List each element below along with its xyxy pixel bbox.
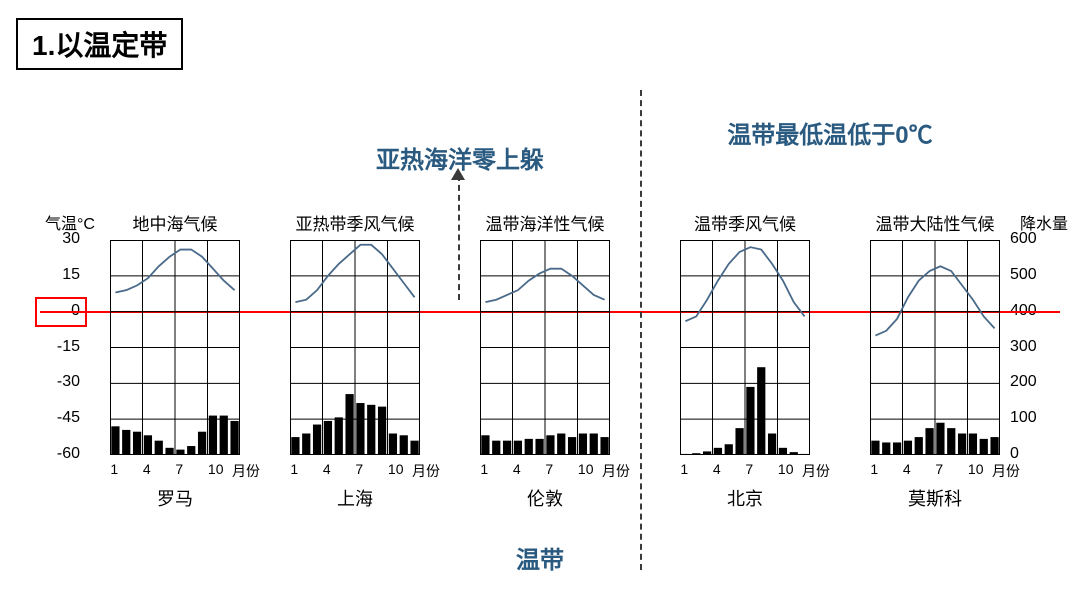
month-tick: 4 xyxy=(513,461,521,477)
month-tick: 4 xyxy=(143,461,151,477)
chart-city: 北京 xyxy=(680,485,810,511)
month-tick: 7 xyxy=(175,461,183,477)
month-tick: 4 xyxy=(323,461,331,477)
climate-chart xyxy=(480,240,610,455)
month-tick: 10 xyxy=(778,461,794,477)
month-tick: 10 xyxy=(968,461,984,477)
right-tick: 500 xyxy=(1010,266,1060,284)
month-tick: 1 xyxy=(870,461,878,477)
climate-chart xyxy=(110,240,240,455)
month-tick: 10 xyxy=(208,461,224,477)
left-tick: -45 xyxy=(30,409,80,427)
climate-chart xyxy=(870,240,1000,455)
arrow-center xyxy=(458,175,460,300)
chart-title: 温带海洋性气候 xyxy=(465,210,625,235)
chart-title: 温带季风气候 xyxy=(665,210,825,235)
chart-city: 伦敦 xyxy=(480,485,610,511)
divider-vertical xyxy=(640,90,642,570)
month-tick: 10 xyxy=(388,461,404,477)
month-axis-label: 月份 xyxy=(232,461,260,481)
month-tick: 1 xyxy=(110,461,118,477)
month-tick: 10 xyxy=(578,461,594,477)
climate-chart xyxy=(680,240,810,455)
month-tick: 4 xyxy=(713,461,721,477)
page-title: 1.以温定带 xyxy=(16,18,183,70)
month-tick: 7 xyxy=(355,461,363,477)
chart-city: 莫斯科 xyxy=(870,485,1000,511)
month-axis-label: 月份 xyxy=(412,461,440,481)
left-tick: 15 xyxy=(30,266,80,284)
chart-city: 罗马 xyxy=(110,485,240,511)
month-tick: 4 xyxy=(903,461,911,477)
month-axis-label: 月份 xyxy=(802,461,830,481)
climate-chart xyxy=(290,240,420,455)
arrow-center-head xyxy=(451,168,465,180)
month-tick: 7 xyxy=(935,461,943,477)
right-tick: 200 xyxy=(1010,373,1060,391)
month-tick: 1 xyxy=(680,461,688,477)
chart-title: 亚热带季风气候 xyxy=(275,210,435,235)
month-axis-label: 月份 xyxy=(992,461,1020,481)
right-tick: 100 xyxy=(1010,409,1060,427)
right-tick: 600 xyxy=(1010,230,1060,248)
left-tick: -30 xyxy=(30,373,80,391)
chart-title: 地中海气候 xyxy=(95,210,255,235)
right-tick: 300 xyxy=(1010,338,1060,356)
month-tick: 1 xyxy=(480,461,488,477)
month-tick: 7 xyxy=(545,461,553,477)
chart-city: 上海 xyxy=(290,485,420,511)
annotation-right: 温带最低温低于0℃ xyxy=(680,115,980,150)
month-tick: 7 xyxy=(745,461,753,477)
left-tick: -15 xyxy=(30,338,80,356)
month-axis-label: 月份 xyxy=(602,461,630,481)
left-tick: -60 xyxy=(30,445,80,463)
annotation-bottom: 温带 xyxy=(480,540,600,575)
chart-title: 温带大陆性气候 xyxy=(855,210,1015,235)
left-tick: 30 xyxy=(30,230,80,248)
zero-box xyxy=(35,297,87,327)
month-tick: 1 xyxy=(290,461,298,477)
